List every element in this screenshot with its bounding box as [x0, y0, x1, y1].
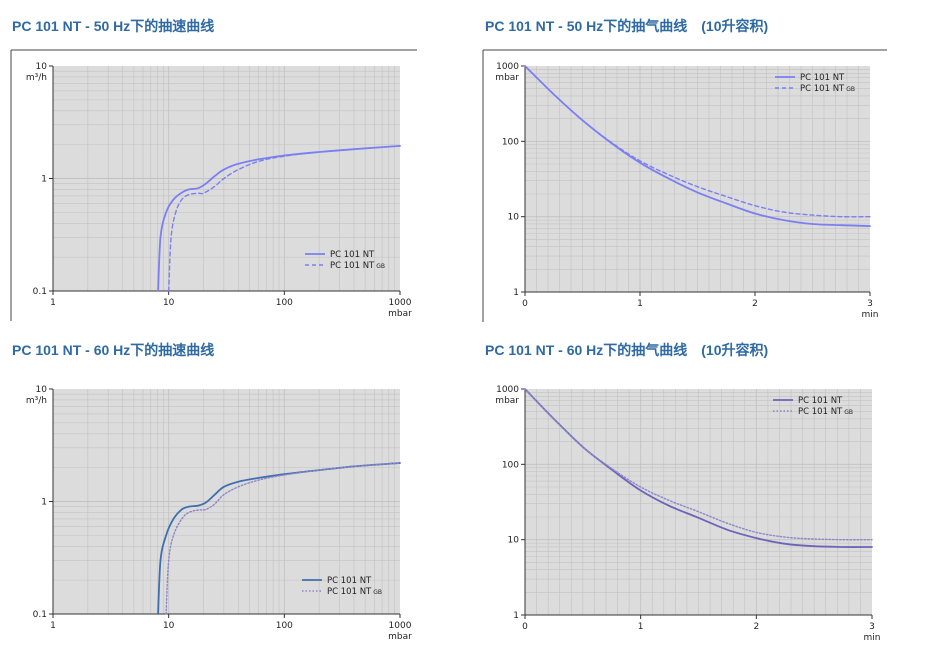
series-line-gb — [524, 388, 873, 541]
x-tick-label: 10 — [163, 621, 175, 631]
y-axis-unit: m³/h — [26, 396, 47, 406]
x-tick-label: 1000 — [389, 621, 412, 631]
x-tick-label: 1 — [50, 298, 56, 308]
y-tick-label: 0.1 — [33, 610, 47, 620]
x-tick-label: 3 — [869, 622, 875, 632]
y-axis-unit: mbar — [495, 396, 519, 406]
series-line-gb — [524, 65, 871, 218]
legend-label: PC 101 NT GB — [327, 587, 382, 597]
x-tick-label: 10 — [163, 298, 175, 308]
legend-label: PC 101 NT GB — [798, 407, 853, 417]
y-tick-label: 10 — [508, 213, 520, 223]
y-tick-label: 10 — [36, 62, 48, 72]
y-tick-label: 1000 — [496, 385, 519, 395]
legend-label: PC 101 NT — [327, 576, 372, 586]
x-axis-unit: mbar — [388, 309, 412, 319]
y-tick-label: 100 — [502, 137, 519, 147]
legend-label: PC 101 NT GB — [330, 261, 385, 271]
chart-title-evacuation-60hz: PC 101 NT - 60 Hz下的抽气曲线 (10升容积) — [485, 342, 769, 358]
series-line-gb — [165, 462, 401, 615]
x-tick-label: 0 — [522, 299, 528, 309]
chart-title-pumping-speed-60hz: PC 101 NT - 60 Hz下的抽速曲线 — [12, 342, 215, 358]
grid-lines — [53, 66, 400, 291]
y-tick-label: 10 — [508, 536, 520, 546]
x-tick-label: 1000 — [389, 298, 412, 308]
y-tick-label: 1 — [513, 288, 519, 298]
grid-lines — [53, 389, 400, 614]
x-axis-unit: mbar — [388, 632, 412, 642]
x-tick-label: 2 — [753, 622, 759, 632]
x-axis-unit: min — [862, 310, 879, 320]
grid-lines — [525, 66, 870, 292]
x-tick-label: 0 — [522, 622, 528, 632]
y-tick-label: 0.1 — [33, 287, 47, 297]
x-tick-label: 2 — [752, 299, 758, 309]
chart-title-pumping-speed-50hz: PC 101 NT - 50 Hz下的抽速曲线 — [12, 18, 215, 34]
y-tick-label: 1 — [513, 611, 519, 621]
x-tick-label: 100 — [276, 621, 293, 631]
x-tick-label: 3 — [867, 299, 873, 309]
legend-label: PC 101 NT — [800, 73, 845, 83]
legend-label: PC 101 NT GB — [800, 84, 855, 94]
y-tick-label: 10 — [36, 385, 48, 395]
x-tick-label: 1 — [638, 622, 644, 632]
y-tick-label: 1000 — [496, 62, 519, 72]
y-axis-unit: m³/h — [26, 73, 47, 83]
y-tick-label: 100 — [502, 460, 519, 470]
x-tick-label: 1 — [50, 621, 56, 631]
legend-label: PC 101 NT — [330, 250, 375, 260]
y-tick-label: 1 — [41, 498, 47, 508]
x-tick-label: 1 — [637, 299, 643, 309]
grid-lines — [525, 389, 872, 615]
x-axis-unit: min — [864, 633, 881, 643]
chart-title-evacuation-50hz: PC 101 NT - 50 Hz下的抽气曲线 (10升容积) — [485, 18, 769, 34]
y-tick-label: 1 — [41, 175, 47, 185]
legend-label: PC 101 NT — [798, 396, 843, 406]
series-line-gb — [168, 145, 401, 292]
x-tick-label: 100 — [276, 298, 293, 308]
y-axis-unit: mbar — [495, 73, 519, 83]
